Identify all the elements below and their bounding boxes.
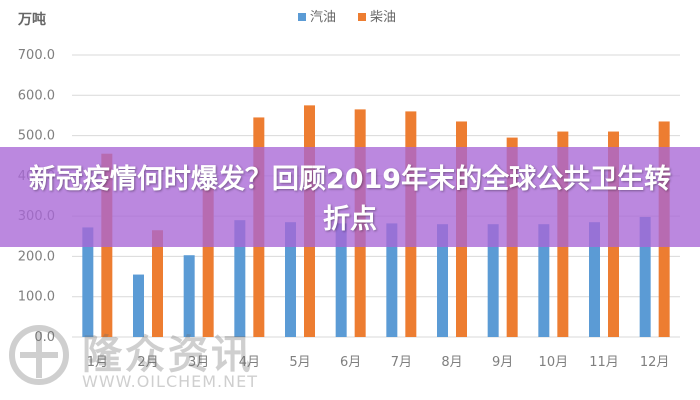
x-tick-label: 4月 xyxy=(239,355,260,370)
bar-gasoline-1 xyxy=(82,227,94,337)
x-tick-label: 1月 xyxy=(87,355,108,370)
bar-diesel-2 xyxy=(152,230,163,337)
bar-gasoline-4 xyxy=(234,220,246,337)
bar-gasoline-5 xyxy=(285,222,296,337)
y-tick-label: 500.0 xyxy=(18,129,55,144)
y-tick-label: 0.0 xyxy=(34,330,55,345)
y-tick-label: 200.0 xyxy=(18,249,55,264)
watermark-logo-icon xyxy=(9,325,69,385)
x-tick-label: 3月 xyxy=(188,355,209,370)
x-tick-label: 10月 xyxy=(539,355,569,370)
y-tick-label: 100.0 xyxy=(18,290,55,305)
x-tick-label: 2月 xyxy=(137,355,158,370)
legend-label: 柴油 xyxy=(370,10,396,25)
y-tick-label: 700.0 xyxy=(18,48,55,63)
x-tick-label: 12月 xyxy=(640,355,670,370)
x-tick-label: 11月 xyxy=(589,355,619,370)
legend: 汽油 柴油 xyxy=(298,10,396,25)
x-tick-label: 5月 xyxy=(289,355,310,370)
watermark-url: WWW.OILCHEM.NET xyxy=(82,372,258,391)
x-axis-ticks: 1月 2月 3月 4月 5月 6月 7月 8月 9月 10月 11月 12月 xyxy=(87,355,670,370)
bar-gasoline-6 xyxy=(335,223,347,337)
title-overlay-band xyxy=(0,147,700,247)
bar-gasoline-12 xyxy=(639,216,651,337)
bar-gasoline-9 xyxy=(487,224,499,337)
bar-diesel-3 xyxy=(202,187,214,337)
bar-gasoline-7 xyxy=(386,223,398,337)
x-tick-label: 6月 xyxy=(340,355,361,370)
legend-swatch xyxy=(298,13,306,21)
bar-gasoline-3 xyxy=(183,255,195,337)
x-tick-label: 9月 xyxy=(492,355,513,370)
bar-gasoline-10 xyxy=(538,224,550,337)
bar-gasoline-8 xyxy=(437,224,448,337)
overlay-title: 新冠疫情何时爆发？回顾2019年末的全球公共卫生转折点 xyxy=(28,164,672,235)
legend-swatch xyxy=(358,13,366,21)
bar-gasoline-2 xyxy=(133,274,144,337)
legend-label: 汽油 xyxy=(310,10,336,25)
watermark: 隆众资讯 WWW.OILCHEM.NET xyxy=(8,320,308,400)
watermark-brand-text: 隆众资讯 xyxy=(82,332,254,378)
y-tick-label: 600.0 xyxy=(18,88,55,103)
x-tick-label: 7月 xyxy=(391,355,412,370)
x-tick-label: 8月 xyxy=(441,355,462,370)
bar-gasoline-11 xyxy=(589,222,600,337)
y-axis-unit-label: 万吨 xyxy=(17,11,46,28)
